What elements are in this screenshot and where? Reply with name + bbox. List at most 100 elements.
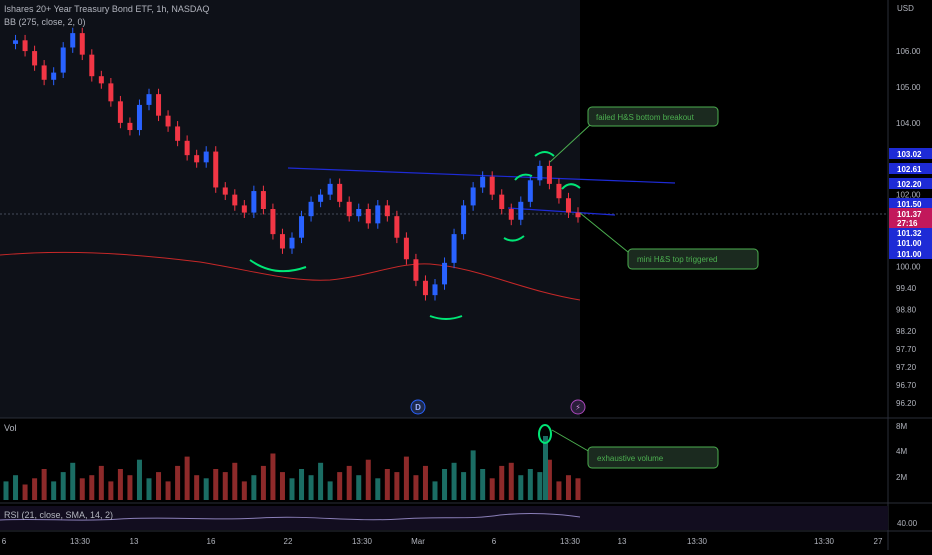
time-tick: 13:30 (70, 537, 91, 546)
candle-body (165, 115, 171, 127)
callout-mini-hs[interactable]: mini H&S top triggered (579, 212, 759, 270)
volume-bar (422, 465, 428, 500)
volume-bar (260, 465, 266, 500)
price-badge-text: 101.00 (897, 250, 922, 259)
rsi-label[interactable]: RSI (21, close, SMA, 14, 2) (4, 510, 114, 520)
volume-bar (470, 450, 476, 500)
price-tick: 98.80 (896, 306, 917, 315)
volume-bar (480, 469, 486, 500)
price-tick: 100.00 (896, 262, 921, 271)
candle-body (60, 47, 66, 73)
candle-body (318, 194, 324, 202)
candle-body (41, 65, 47, 80)
volume-bar (432, 481, 438, 500)
volume-bars (3, 436, 581, 500)
candle-body (175, 126, 181, 141)
price-badge (889, 148, 932, 159)
countdown-text: 27:16 (897, 219, 918, 228)
volume-bar (146, 478, 152, 500)
time-tick: 6 (492, 537, 497, 546)
price-badge (889, 237, 932, 248)
candle-body (98, 76, 104, 84)
neckline-lower (507, 207, 616, 216)
volume-bar (41, 469, 47, 500)
hs-right-shoulder-arc (503, 235, 525, 242)
event-lightning-marker[interactable]: ⚡ (570, 399, 586, 415)
volume-bar (60, 472, 66, 500)
candle-body (375, 205, 381, 224)
lightning-icon: ⚡ (575, 403, 581, 412)
candle-body (432, 284, 438, 296)
volume-tick: 8M (896, 422, 907, 431)
volume-bar (356, 475, 362, 500)
candle-body (356, 209, 362, 217)
chart-title: Ishares 20+ Year Treasury Bond ETF, 1h, … (4, 4, 210, 14)
callout-failed-breakout[interactable]: failed H&S bottom breakout (549, 106, 719, 163)
volume-bar (51, 481, 57, 500)
volume-bar (32, 478, 38, 500)
candle-body (279, 234, 285, 249)
candle-body (556, 183, 562, 199)
candle-body (422, 280, 428, 296)
volume-bar (241, 481, 247, 500)
candle-body (203, 151, 209, 163)
candle-body (156, 94, 162, 116)
bollinger-band-line (0, 251, 581, 301)
candle-body (146, 94, 152, 105)
volume-bar (3, 481, 9, 500)
volume-bar (318, 462, 324, 500)
callout-exhaustive-volume[interactable]: exhaustive volume (551, 429, 719, 469)
volume-bar (413, 475, 419, 500)
volume-bar (384, 469, 390, 500)
volume-bar (184, 456, 190, 500)
time-tick: 27 (874, 537, 883, 546)
candle-body (51, 72, 57, 80)
candle-body (575, 212, 581, 218)
time-tick: Mar (411, 537, 425, 546)
price-tick: 96.70 (896, 381, 917, 390)
price-tick: 97.70 (896, 345, 917, 354)
volume-bar (251, 475, 257, 500)
candle-body (89, 54, 95, 77)
rsi-axis-label: 40.00 (897, 519, 918, 528)
indicator-label[interactable]: BB (275, close, 2, 0) (4, 17, 86, 27)
volume-bar (537, 472, 543, 500)
volume-spike-circle (538, 424, 552, 444)
candle-body (365, 209, 371, 224)
candle-body (308, 201, 314, 217)
volume-bar (22, 484, 28, 500)
price-badge-text: 101.50 (897, 200, 922, 209)
volume-tick: 4M (896, 447, 907, 456)
price-badge (889, 198, 932, 209)
price-tick: 97.20 (896, 363, 917, 372)
volume-bar (403, 456, 409, 500)
volume-bar (442, 469, 448, 500)
candle-body (260, 191, 266, 209)
time-tick: 13:30 (814, 537, 835, 546)
price-badge-text: 103.02 (897, 150, 922, 159)
price-badge-text: 101.00 (897, 239, 922, 248)
candle-body (461, 205, 467, 235)
volume-bar (575, 478, 581, 500)
dividend-marker-label: D (415, 403, 421, 412)
dividend-marker[interactable]: D (410, 399, 426, 415)
candle-body (327, 183, 333, 195)
rsi-line (0, 513, 581, 521)
candle-body (22, 40, 28, 52)
candle-body (136, 104, 142, 131)
volume-bar (299, 469, 305, 500)
time-axis[interactable]: 6 13:30 13 16 22 13:30 Mar 6 13:30 13 13:30 13:30 27 (2, 537, 883, 546)
candle-body (565, 198, 571, 213)
volume-bar (175, 465, 181, 500)
neckline-upper (287, 167, 676, 184)
price-axis[interactable]: 106.00 105.00 104.00 102.00 100.00 99.40 98.80… (896, 47, 921, 408)
volume-axis: 8M 4M 2M (896, 422, 907, 482)
price-tick: 99.40 (896, 284, 917, 293)
volume-label[interactable]: Vol (4, 423, 17, 433)
volume-bar (546, 459, 552, 500)
price-tick: 105.00 (896, 83, 921, 92)
time-tick: 6 (2, 537, 7, 546)
candle-body (79, 33, 85, 55)
volume-bar (136, 459, 142, 500)
